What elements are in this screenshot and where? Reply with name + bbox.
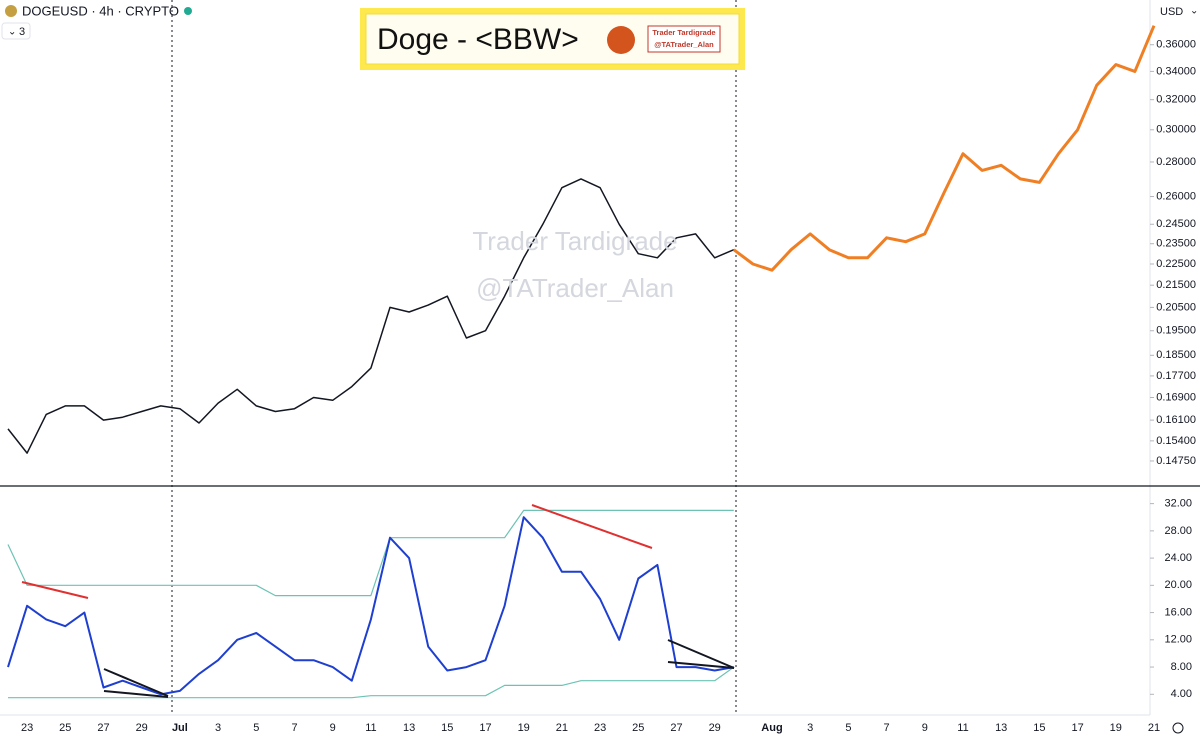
y2-tick-label: 16.00 xyxy=(1164,606,1192,618)
marks xyxy=(7,25,1156,699)
x-tick-label: 3 xyxy=(215,722,221,734)
trend-line xyxy=(531,504,653,549)
symbol: DOGEUSD · 4h · CRYPTO xyxy=(22,3,179,18)
y-tick-label: 0.23500 xyxy=(1156,238,1196,250)
x-tick-label: 25 xyxy=(59,722,71,734)
y2-tick-label: 4.00 xyxy=(1171,688,1192,700)
y-tick-label: 0.15400 xyxy=(1156,435,1196,447)
y2-tick-label: 28.00 xyxy=(1164,525,1192,537)
chevron: ⌄ xyxy=(1190,6,1198,17)
bbw-lower-band xyxy=(8,666,735,699)
y-tick-label: 0.17700 xyxy=(1156,370,1196,382)
badge xyxy=(647,25,721,53)
y-tick-label: 0.22500 xyxy=(1156,258,1196,270)
x-tick-label: 21 xyxy=(556,722,568,734)
x-tick-label: 23 xyxy=(594,722,606,734)
x-tick-label: 11 xyxy=(957,722,968,734)
x-tick-label: 27 xyxy=(97,722,109,734)
y-tick-label: 0.28000 xyxy=(1156,156,1196,168)
y2-tick-label: 12.00 xyxy=(1164,634,1192,646)
x-tick-label: 7 xyxy=(291,722,297,734)
banner-title: Doge - <BBW> xyxy=(377,23,579,56)
y-tick-label: 0.32000 xyxy=(1156,94,1196,106)
chevron: ⌄ xyxy=(8,27,16,38)
x-tick-label: 27 xyxy=(670,722,682,734)
x-tick-label: 15 xyxy=(441,722,453,734)
badge-text: @TATrader_Alan xyxy=(654,40,714,49)
x-tick-label: 17 xyxy=(479,722,491,734)
status-dot xyxy=(184,7,192,15)
y-tick-label: 0.20500 xyxy=(1156,301,1196,313)
settings-icon[interactable] xyxy=(1172,722,1184,734)
trend-line xyxy=(103,690,169,698)
symbol-icon xyxy=(5,5,17,17)
x-tick-label: 19 xyxy=(1110,722,1122,734)
y-tick-label: 0.16900 xyxy=(1156,391,1196,403)
y2-tick-label: 20.00 xyxy=(1164,579,1192,591)
indicator-toggle[interactable] xyxy=(1,22,31,40)
trend-line xyxy=(103,668,169,697)
x-tick-label: Jul xyxy=(172,722,188,734)
y-tick-label: 0.34000 xyxy=(1156,65,1196,77)
x-tick-label: 15 xyxy=(1033,722,1045,734)
x-tick-label: 9 xyxy=(922,722,928,734)
x-tick-label: 3 xyxy=(807,722,813,734)
y-tick-label: 0.18500 xyxy=(1156,349,1196,361)
trend-line xyxy=(667,639,735,669)
x-tick-label: 7 xyxy=(884,722,890,734)
trend-line xyxy=(21,581,89,599)
y-tick-label: 0.26000 xyxy=(1156,190,1196,202)
y-tick-label: 0.36000 xyxy=(1156,39,1196,51)
price-line xyxy=(7,178,735,454)
x-tick-label: 29 xyxy=(709,722,721,734)
bbw-upper-band xyxy=(7,509,734,597)
x-tick-label: 13 xyxy=(995,722,1007,734)
x-tick-label: 23 xyxy=(21,722,33,734)
x-tick-label: 29 xyxy=(136,722,148,734)
projection-line xyxy=(732,25,1156,272)
x-tick-label: Aug xyxy=(761,722,782,734)
x-tick-label: 25 xyxy=(632,722,644,734)
indicator-count: 3 xyxy=(19,26,25,38)
x-tick-label: 19 xyxy=(518,722,530,734)
trend-line xyxy=(667,661,735,669)
y2-tick-label: 24.00 xyxy=(1164,552,1192,564)
y2-tick-label: 8.00 xyxy=(1171,661,1192,673)
y-tick-label: 0.21500 xyxy=(1156,279,1196,291)
y-tick-label: 0.16100 xyxy=(1156,414,1196,426)
logo xyxy=(607,26,635,54)
x-tick-label: 5 xyxy=(253,722,259,734)
x-tick-label: 9 xyxy=(330,722,336,734)
y-tick-label: 0.24500 xyxy=(1156,218,1196,230)
y2-tick-label: 32.00 xyxy=(1164,498,1192,510)
x-tick-label: 17 xyxy=(1071,722,1083,734)
x-tick-label: 5 xyxy=(845,722,851,734)
x-tick-label: 21 xyxy=(1148,722,1160,734)
x-tick-label: 13 xyxy=(403,722,415,734)
badge-text: Trader Tardigrade xyxy=(652,28,715,37)
y-tick-label: 0.19500 xyxy=(1156,325,1196,337)
watermark: @TATrader_Alan xyxy=(476,273,674,303)
watermark: Trader Tardigrade xyxy=(472,226,677,256)
y-tick-label: 0.30000 xyxy=(1156,124,1196,136)
currency[interactable]: USD xyxy=(1160,6,1183,18)
bbw-line xyxy=(7,516,734,696)
x-tick-label: 11 xyxy=(365,722,376,734)
y-tick-label: 0.14750 xyxy=(1156,455,1196,467)
